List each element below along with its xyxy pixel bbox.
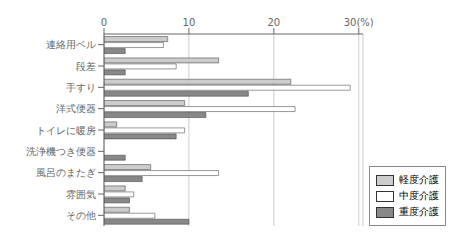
svg-text:20: 20 (267, 17, 280, 28)
svg-text:0: 0 (101, 17, 107, 28)
svg-text:10: 10 (183, 17, 196, 28)
svg-text:手すり: 手すり (66, 82, 96, 93)
svg-text:30(%): 30(%) (344, 17, 374, 28)
svg-text:連絡用ベル: 連絡用ベル (46, 39, 96, 50)
svg-text:雰囲気: 雰囲気 (66, 189, 96, 200)
html-text:重度介護: 重度介護 (399, 206, 439, 217)
svg-text:風呂のまたぎ: 風呂のまたぎ (36, 167, 96, 178)
svg-text:段差: 段差 (76, 61, 96, 72)
svg-text:トイレに暖房: トイレに暖房 (36, 125, 96, 136)
html-text:軽度介護: 軽度介護 (399, 174, 439, 185)
svg-text:洋式便器: 洋式便器 (56, 103, 96, 114)
svg-text:その他: その他 (66, 210, 96, 221)
html-text:中度介護: 中度介護 (399, 190, 439, 201)
svg-text:洗浄機つき便器: 洗浄機つき便器 (26, 146, 96, 157)
